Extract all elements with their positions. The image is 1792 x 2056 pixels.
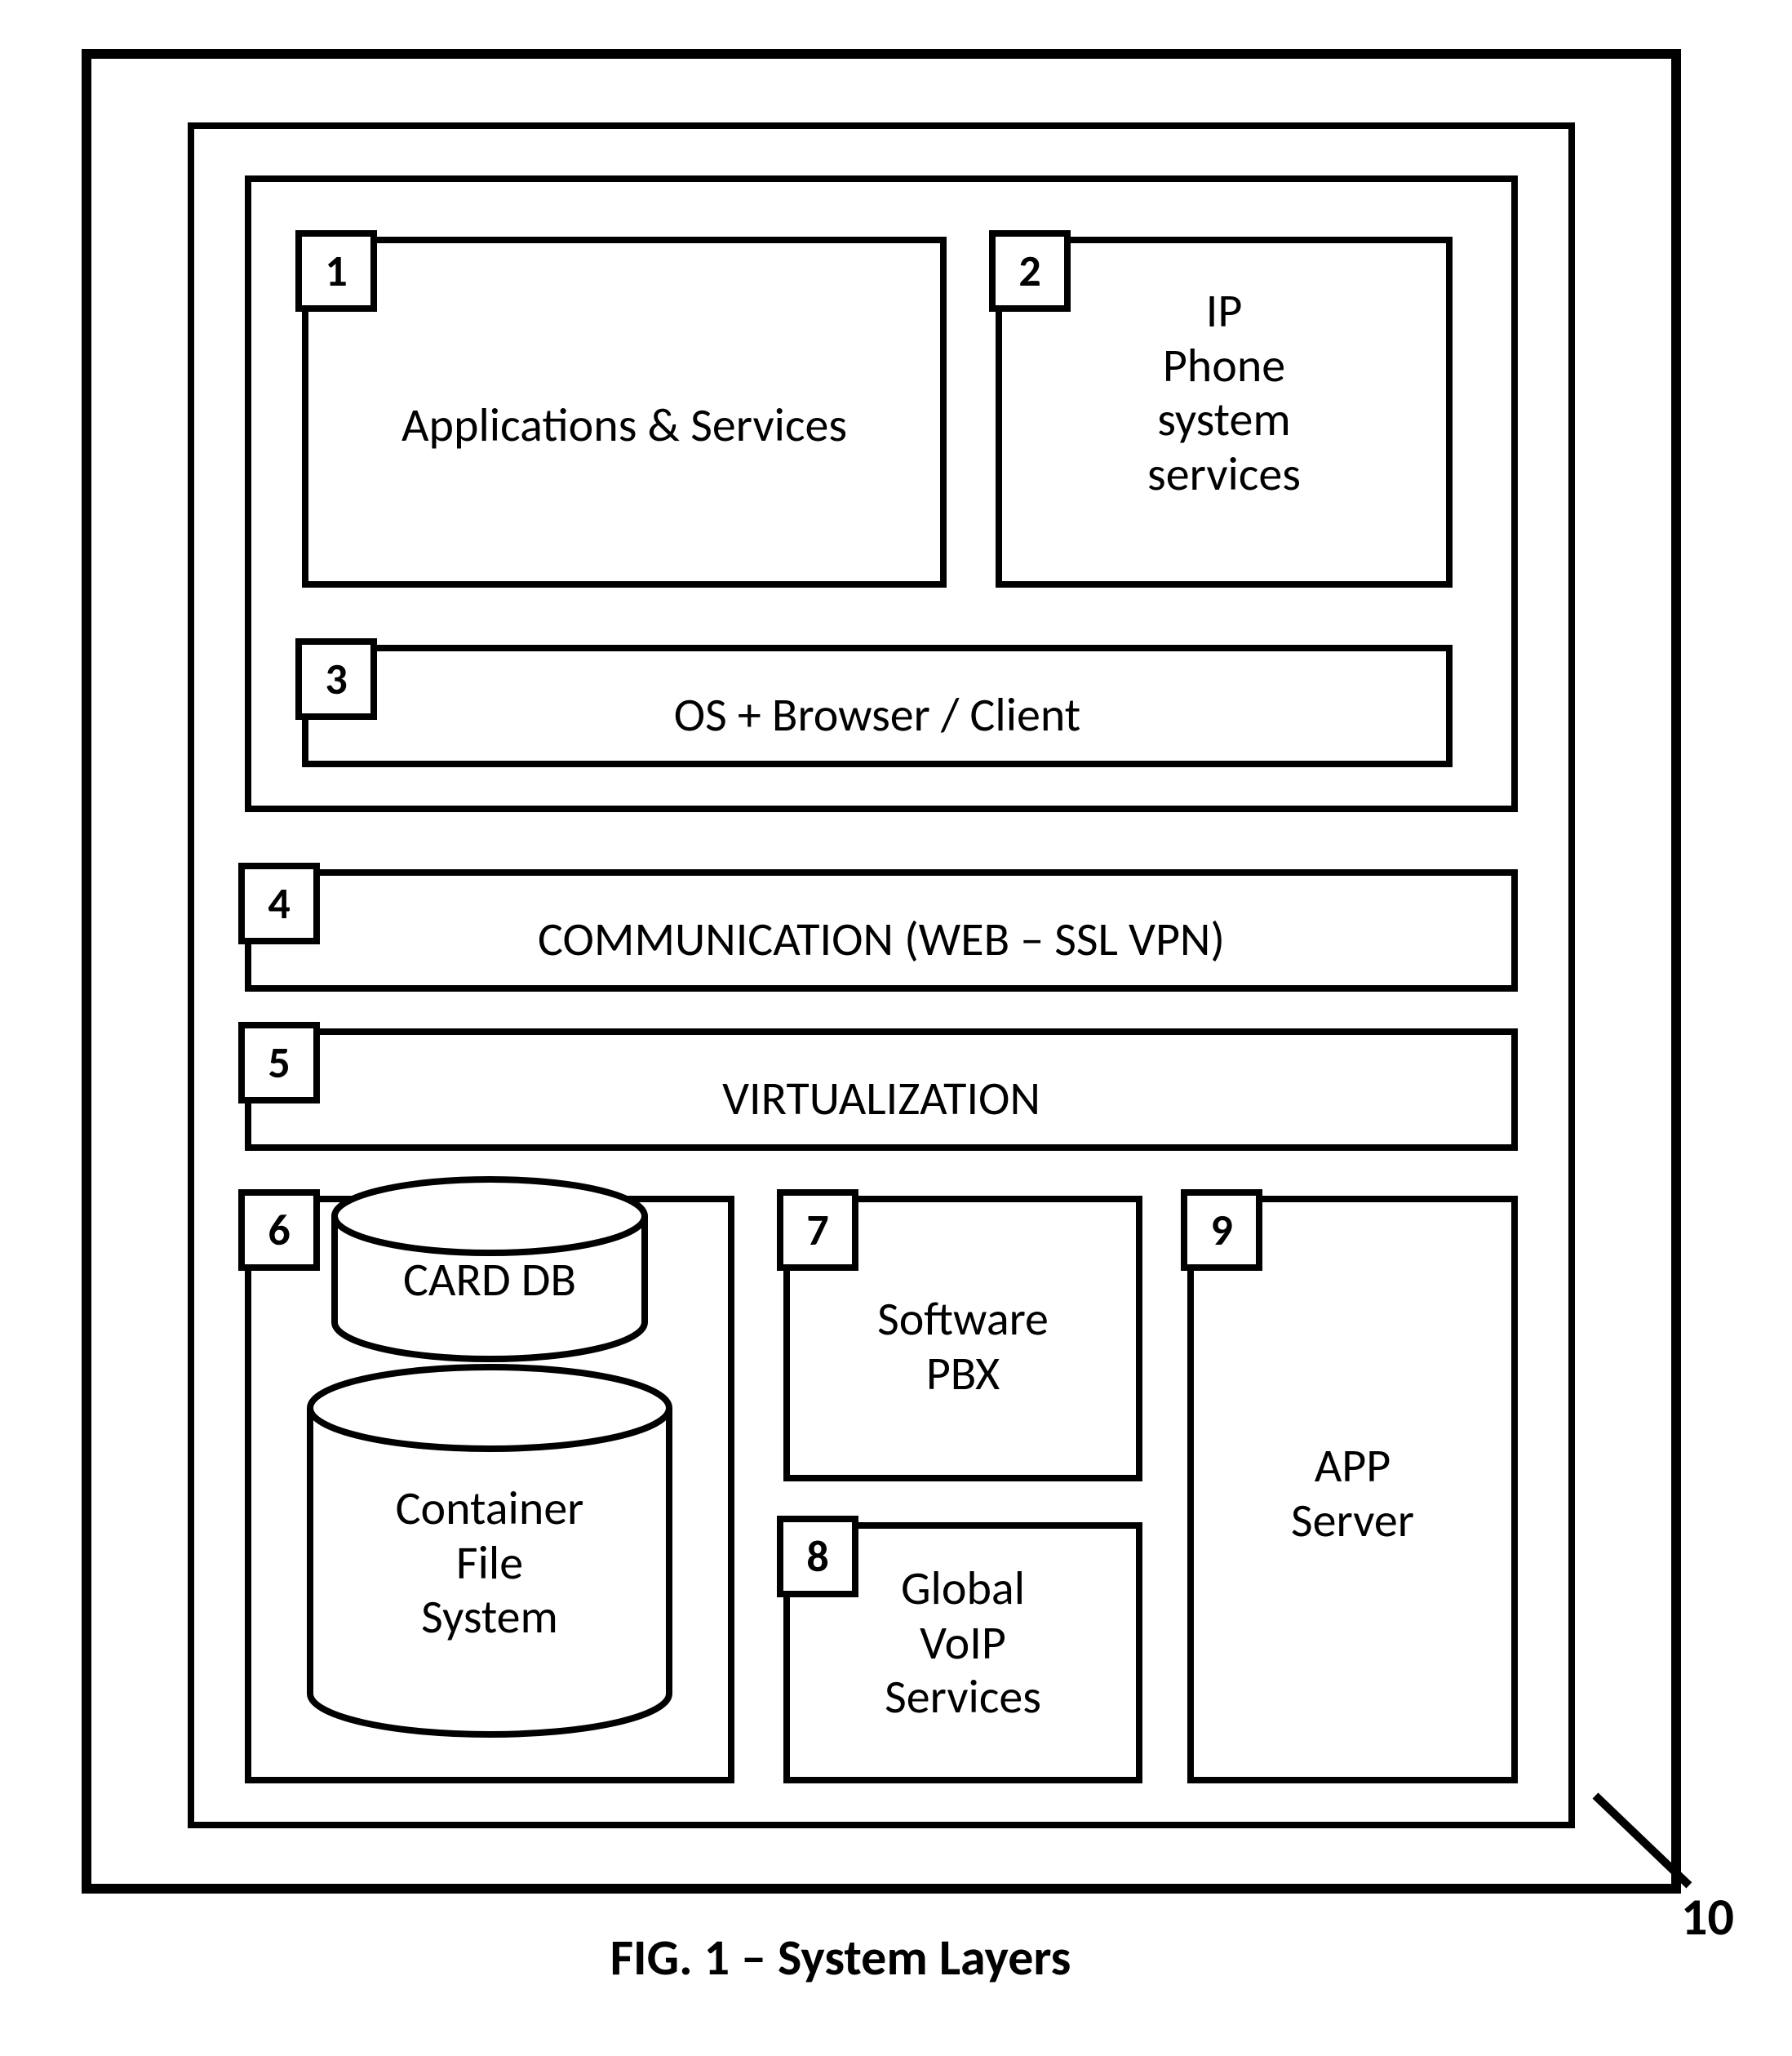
box-number-badge: 2: [989, 230, 1071, 312]
diagram-box: COMMUNICATION (WEB – SSL VPN): [245, 869, 1518, 992]
box-number-badge: 7: [777, 1189, 858, 1271]
box-number-badge: 3: [295, 638, 377, 720]
figure-caption: FIG. 1 – System Layers: [0, 1926, 1681, 1988]
box-label: IPPhonesystemservices: [1002, 284, 1413, 502]
cylinder-label: CARD DB: [335, 1253, 645, 1308]
reference-number: 10: [1681, 1885, 1734, 1949]
box-label: SoftwarePBX: [790, 1292, 1111, 1401]
box-number-badge: 8: [777, 1516, 858, 1597]
box-label: COMMUNICATION (WEB – SSL VPN): [251, 913, 1511, 967]
box-number-badge: 9: [1181, 1189, 1262, 1271]
diagram-box: OS + Browser / Client: [302, 645, 1453, 767]
diagram-box: APPServer: [1187, 1196, 1518, 1783]
figure-canvas: Applications & Services 1 IPPhonesystemser…: [0, 0, 1792, 2056]
box-label: OS + Browser / Client: [308, 688, 1446, 743]
box-number-badge: 1: [295, 230, 377, 312]
box-label: Applications & Services: [308, 398, 940, 453]
cylinder-label: ContainerFileSystem: [310, 1481, 669, 1645]
box-number-badge: 5: [238, 1022, 320, 1103]
box-number-badge: 6: [238, 1189, 320, 1271]
diagram-box: VIRTUALIZATION: [245, 1028, 1518, 1151]
box-label: APPServer: [1194, 1439, 1511, 1548]
box-label: VIRTUALIZATION: [251, 1072, 1511, 1126]
box-number-badge: 4: [238, 863, 320, 944]
diagram-box: Applications & Services: [302, 237, 947, 588]
